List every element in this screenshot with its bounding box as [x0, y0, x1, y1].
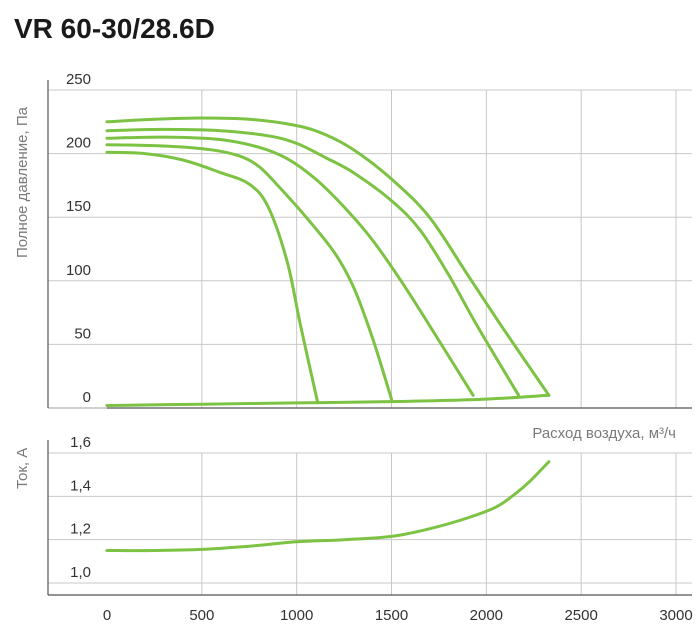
- pressure-y-tick-label: 150: [66, 198, 91, 215]
- pressure-y-tick-label: 250: [66, 71, 91, 88]
- current-curves: [105, 460, 551, 553]
- x-ticks: 0 500 1000 1500 2000 2500 3000: [103, 607, 693, 624]
- current-y-label: Ток, А: [14, 448, 31, 489]
- pressure-curve-4: [105, 143, 393, 401]
- x-tick-label: 500: [189, 607, 214, 624]
- x-tick-label: 1500: [375, 607, 408, 624]
- pressure-y-tick-label: 200: [66, 135, 91, 152]
- x-tick-label: 2500: [564, 607, 597, 624]
- current-y-ticks: 1,0 1,2 1,4 1,6: [47, 434, 107, 595]
- pressure-y-tick-label: 50: [74, 325, 91, 342]
- current-curve-1: [105, 460, 551, 553]
- pressure-curve-6: [105, 393, 551, 407]
- pressure-curve-3: [105, 135, 475, 397]
- current-y-tick-label: 1,2: [70, 521, 91, 538]
- chart-title: VR 60-30/28.6D: [14, 13, 215, 44]
- x-tick-label: 0: [103, 607, 111, 624]
- pressure-y-tick-label: 100: [66, 262, 91, 279]
- current-y-tick-label: 1,0: [70, 564, 91, 581]
- pressure-y-ticks: 0 50 100 150 200 250: [47, 71, 107, 409]
- pressure-y-tick-label: 0: [83, 389, 91, 406]
- x-tick-label: 1000: [280, 607, 313, 624]
- current-y-tick-label: 1,4: [70, 477, 91, 494]
- pressure-curve-2: [105, 127, 521, 397]
- x-axis-label: Расход воздуха, м³/ч: [532, 425, 676, 442]
- pressure-gridlines: [107, 89, 692, 408]
- x-tick-label: 3000: [659, 607, 692, 624]
- pressure-curves: [105, 116, 551, 407]
- pressure-curve-1: [105, 116, 551, 397]
- current-gridlines: [107, 452, 692, 595]
- current-y-tick-label: 1,6: [70, 434, 91, 451]
- pressure-y-label: Полное давление, Па: [14, 106, 31, 258]
- x-tick-label: 2000: [470, 607, 503, 624]
- pressure-curve-5: [105, 150, 319, 404]
